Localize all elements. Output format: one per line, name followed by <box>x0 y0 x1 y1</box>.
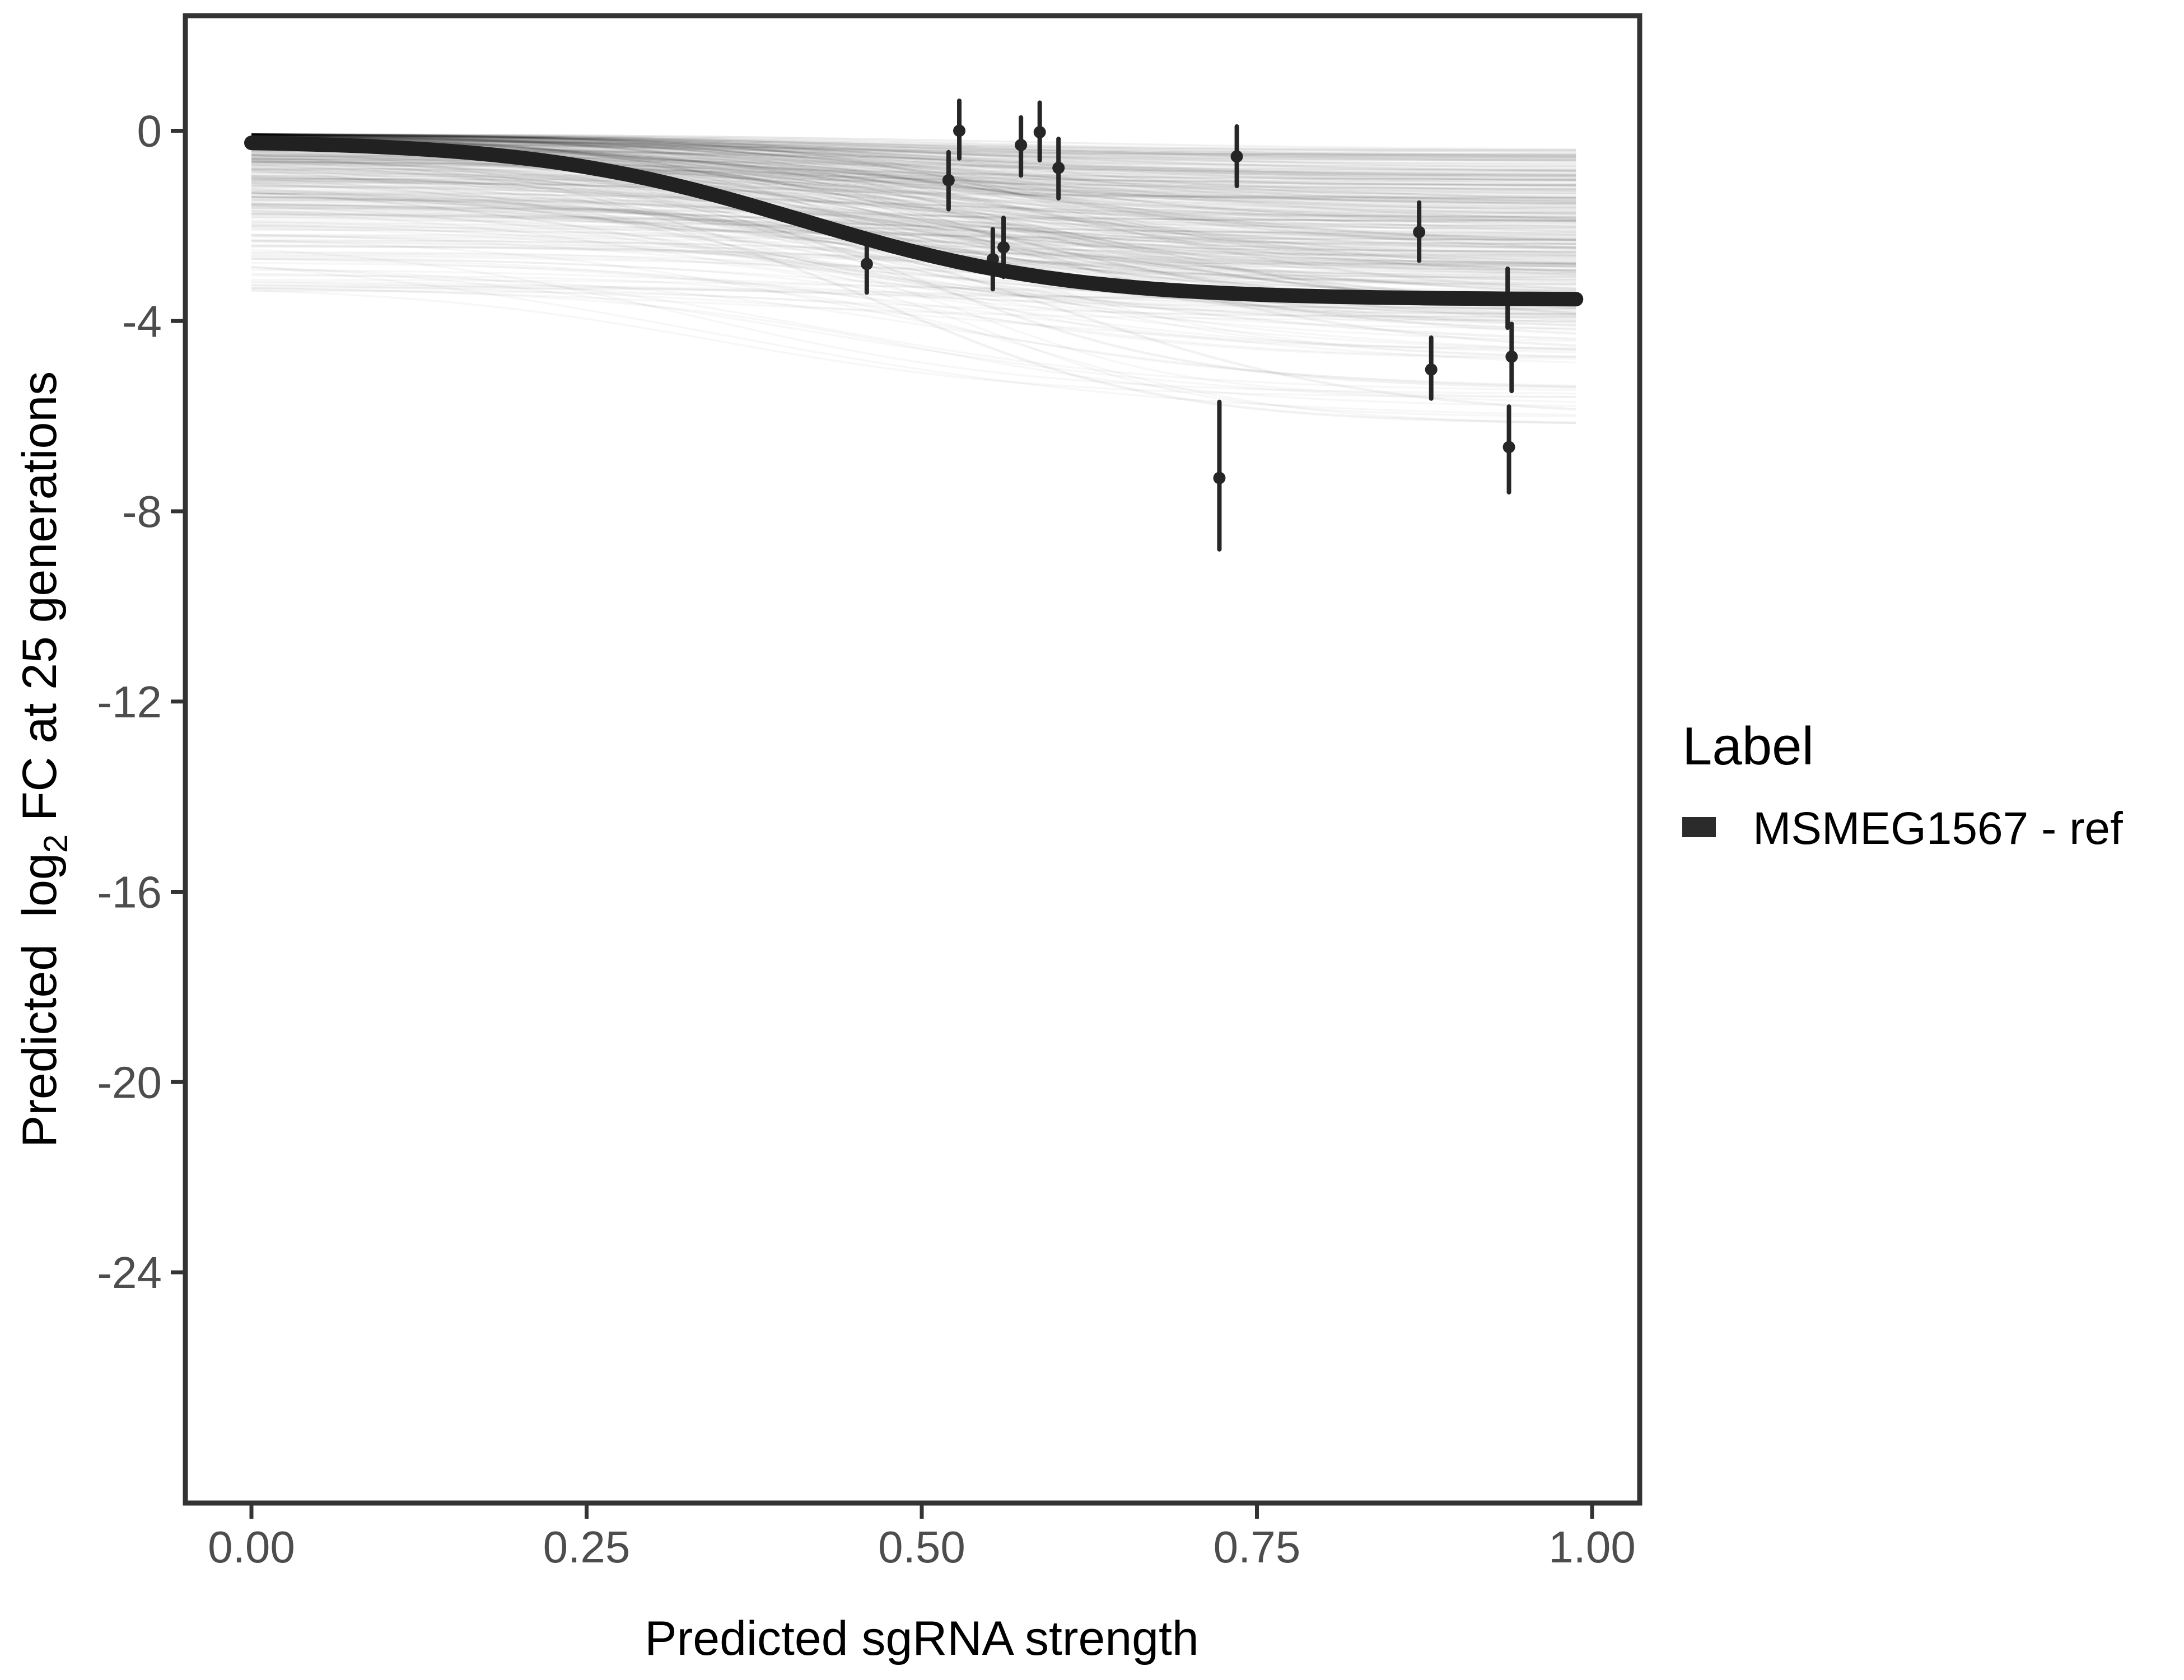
y-tick-label: -12 <box>97 677 162 727</box>
point-dot <box>1505 350 1518 363</box>
legend-title: Label <box>1682 716 1814 776</box>
data-point <box>1413 200 1426 263</box>
data-point <box>942 150 955 212</box>
point-dot <box>1213 472 1226 484</box>
x-tick-label: 0.50 <box>878 1522 965 1572</box>
posterior-draw-stray <box>251 189 1576 424</box>
point-dot <box>1502 441 1515 454</box>
data-point <box>1033 100 1046 163</box>
y-tick-label: -24 <box>97 1248 162 1298</box>
point-dot <box>1052 161 1065 174</box>
y-tick-label: 0 <box>137 106 162 156</box>
posterior-draw-stray <box>251 199 1576 411</box>
point-dot <box>953 124 966 137</box>
data-point <box>1052 136 1065 201</box>
posterior-draw-stray <box>251 158 1576 327</box>
y-axis-tick-labels: 0 -4 -8 -12 -16 -20 -24 <box>97 106 162 1298</box>
legend: Label MSMEG1567 - ref <box>1682 716 2123 854</box>
y-axis-title: Predicted log2 FC at 25 generations <box>13 371 74 1147</box>
data-point <box>1230 124 1243 189</box>
y-tick-label: -4 <box>122 296 162 346</box>
point-dot <box>997 241 1010 254</box>
posterior-draw-stray <box>251 174 1576 316</box>
fit-curve-line <box>244 136 1584 307</box>
x-tick-label: 0.75 <box>1214 1522 1301 1572</box>
posterior-draw-stray <box>251 185 1576 347</box>
posterior-draw-stray <box>251 178 1576 315</box>
data-point <box>1213 399 1226 552</box>
data-point <box>1015 115 1028 178</box>
posterior-draw-lines <box>251 148 1576 424</box>
x-tick-label: 0.00 <box>208 1522 295 1572</box>
x-tick-label: 1.00 <box>1548 1522 1636 1572</box>
y-tick-label: -20 <box>97 1057 162 1107</box>
y-axis-title-post: FC at 25 generations <box>13 371 67 834</box>
y-tick-label: -8 <box>122 487 162 536</box>
data-point <box>1502 404 1515 495</box>
x-axis-tick-labels: 0.00 0.25 0.50 0.75 1.00 <box>208 1522 1636 1572</box>
point-dot <box>1425 363 1438 376</box>
point-dot <box>1230 150 1243 163</box>
legend-key-swatch <box>1682 817 1716 837</box>
point-dot <box>1015 138 1028 151</box>
data-point <box>1505 321 1518 394</box>
panel-border <box>183 13 1642 1506</box>
y-axis-ticks <box>171 129 183 1275</box>
data-point <box>953 98 966 161</box>
point-dot <box>1033 126 1046 139</box>
y-tick-label: -16 <box>97 867 162 917</box>
posterior-draw-stray <box>251 188 1576 340</box>
y-axis-title-sub: 2 <box>37 834 74 853</box>
y-axis-title-pre: Predicted log <box>13 853 67 1147</box>
point-dot <box>860 258 873 270</box>
legend-item-label: MSMEG1567 - ref <box>1753 803 2123 854</box>
posterior-draw-stray <box>251 175 1576 389</box>
x-axis-title: Predicted sgRNA strength <box>645 1612 1199 1665</box>
x-axis-ticks <box>249 1505 1594 1519</box>
x-tick-label: 0.25 <box>543 1522 631 1572</box>
point-dot <box>942 174 955 186</box>
point-dot <box>1413 226 1426 239</box>
data-point <box>1425 335 1438 401</box>
posterior-draw-stray <box>251 153 1576 305</box>
posterior-draw-stray <box>251 158 1576 302</box>
